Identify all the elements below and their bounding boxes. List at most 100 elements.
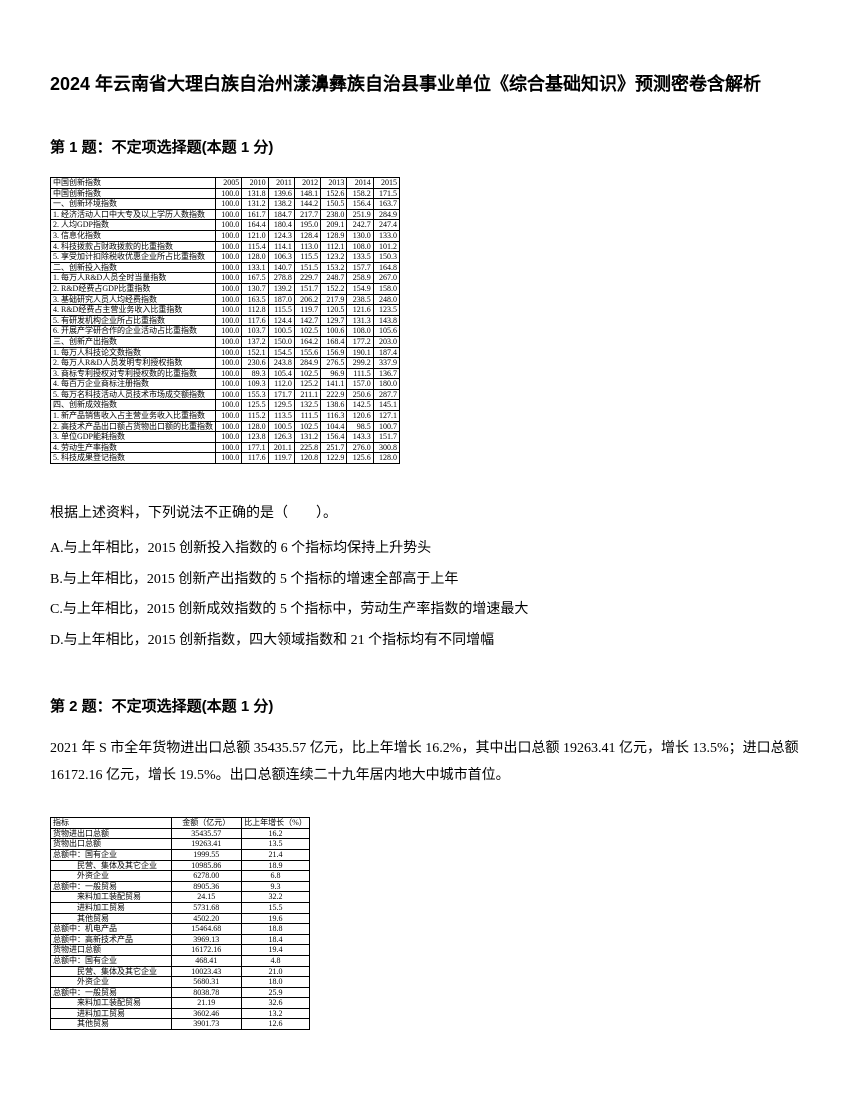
row-value: 157.0 <box>347 379 373 390</box>
row-value: 278.8 <box>268 273 294 284</box>
row-value: 131.2 <box>294 432 320 443</box>
row-value: 143.8 <box>373 315 399 326</box>
row-value: 105.4 <box>268 368 294 379</box>
row-value: 177.2 <box>347 336 373 347</box>
row-value: 123.2 <box>321 252 347 263</box>
row-value: 24.15 <box>171 892 241 903</box>
q1-option-d: D.与上年相比，2015 创新指数，四大领域指数和 21 个指标均有不同增幅 <box>50 626 800 657</box>
row-value: 126.3 <box>268 432 294 443</box>
row-value: 4502.20 <box>171 913 241 924</box>
row-label: 1. 每万人科技论文数指数 <box>51 347 216 358</box>
row-value: 100.0 <box>216 294 242 305</box>
row-value: 158.2 <box>347 188 373 199</box>
row-value: 248.7 <box>321 273 347 284</box>
row-value: 120.5 <box>321 305 347 316</box>
row-label: 3. 单位GDP能耗指数 <box>51 432 216 443</box>
row-value: 123.5 <box>373 305 399 316</box>
row-value: 89.3 <box>242 368 268 379</box>
row-value: 164.8 <box>373 262 399 273</box>
row-value: 12.6 <box>241 1019 309 1030</box>
row-value: 108.0 <box>347 326 373 337</box>
row-value: 230.6 <box>242 358 268 369</box>
q1-data-table: 中国创新指数2005201020112012201320142015中国创新指数… <box>50 177 400 464</box>
row-value: 150.0 <box>268 336 294 347</box>
row-value: 130.0 <box>347 230 373 241</box>
row-value: 145.1 <box>373 400 399 411</box>
row-value: 3602.46 <box>171 1008 241 1019</box>
row-value: 168.4 <box>321 336 347 347</box>
q2-data-table: 指标金额（亿元）比上年增长（%）货物进出口总额35435.5716.2货物出口总… <box>50 817 310 1030</box>
row-value: 225.8 <box>294 442 320 453</box>
table-header-year: 2011 <box>268 178 294 189</box>
row-label: 货物出口总额 <box>51 839 172 850</box>
row-value: 101.2 <box>373 241 399 252</box>
row-label: 民营、集体及其它企业 <box>51 860 172 871</box>
row-value: 177.1 <box>242 442 268 453</box>
row-value: 109.3 <box>242 379 268 390</box>
row-value: 156.9 <box>321 347 347 358</box>
row-value: 157.7 <box>347 262 373 273</box>
row-value: 13.5 <box>241 839 309 850</box>
row-value: 132.5 <box>294 400 320 411</box>
row-value: 130.7 <box>242 283 268 294</box>
row-value: 100.0 <box>216 315 242 326</box>
row-value: 127.1 <box>373 411 399 422</box>
row-value: 6278.00 <box>171 871 241 882</box>
row-value: 120.6 <box>347 411 373 422</box>
q1-option-c: C.与上年相比，2015 创新成效指数的 5 个指标中，劳动生产率指数的增速最大 <box>50 595 800 626</box>
table-row: 来料加工装配贸易21.1932.6 <box>51 998 310 1009</box>
table-row: 1. 新产品销售收入占主营业务收入比重指数100.0115.2113.5111.… <box>51 411 400 422</box>
row-value: 100.0 <box>216 432 242 443</box>
row-value: 133.0 <box>373 230 399 241</box>
row-value: 201.1 <box>268 442 294 453</box>
row-value: 155.6 <box>294 347 320 358</box>
q1-option-a: A.与上年相比，2015 创新投入指数的 6 个指标均保持上升势头 <box>50 534 800 565</box>
table-row: 2. 高技术产品出口额占货物出口额的比重指数100.0128.0100.5102… <box>51 421 400 432</box>
row-value: 180.0 <box>373 379 399 390</box>
q2-heading: 第 2 题：不定项选择题(本题 1 分) <box>50 695 800 716</box>
table-row: 来料加工装配贸易24.1532.2 <box>51 892 310 903</box>
row-value: 100.0 <box>216 358 242 369</box>
row-value: 337.9 <box>373 358 399 369</box>
row-label: 1. 每万人R&D人员全时当量指数 <box>51 273 216 284</box>
row-value: 112.8 <box>242 305 268 316</box>
row-value: 203.0 <box>373 336 399 347</box>
row-value: 284.9 <box>294 358 320 369</box>
row-value: 3969.13 <box>171 934 241 945</box>
table-row: 4. R&D经费占主营业务收入比重指数100.0112.8115.5119.71… <box>51 305 400 316</box>
row-value: 163.5 <box>242 294 268 305</box>
row-value: 5731.68 <box>171 902 241 913</box>
row-value: 140.7 <box>268 262 294 273</box>
row-value: 1999.55 <box>171 849 241 860</box>
question-1: 第 1 题：不定项选择题(本题 1 分) 中国创新指数2005201020112… <box>50 136 800 657</box>
row-label: 民营、集体及其它企业 <box>51 966 172 977</box>
table-row: 5. 有研发机构企业所占比重指数100.0117.6124.4142.7129.… <box>51 315 400 326</box>
row-value: 9.3 <box>241 881 309 892</box>
row-label: 5. 每万名科技活动人员技术市场成交额指数 <box>51 389 216 400</box>
row-value: 187.4 <box>373 347 399 358</box>
table-row: 总额中：国有企业468.414.8 <box>51 955 310 966</box>
table-row: 二、创新投入指数100.0133.1140.7151.5153.2157.716… <box>51 262 400 273</box>
table-row: 3. 信息化指数100.0121.0124.3128.4128.9130.013… <box>51 230 400 241</box>
table-row: 进料加工贸易3602.4613.2 <box>51 1008 310 1019</box>
row-value: 32.2 <box>241 892 309 903</box>
q2-paragraph: 2021 年 S 市全年货物进出口总额 35435.57 亿元，比上年增长 16… <box>50 736 800 789</box>
row-value: 115.5 <box>268 305 294 316</box>
row-value: 119.7 <box>294 305 320 316</box>
row-value: 156.4 <box>347 199 373 210</box>
row-value: 8038.78 <box>171 987 241 998</box>
table-header-year: 2015 <box>373 178 399 189</box>
table-header-year: 2012 <box>294 178 320 189</box>
table-row: 1. 每万人R&D人员全时当量指数100.0167.5278.8229.7248… <box>51 273 400 284</box>
row-label: 6. 开展产学研合作的企业活动占比重指数 <box>51 326 216 337</box>
row-value: 276.0 <box>347 442 373 453</box>
table-header-year: 2005 <box>216 178 242 189</box>
row-value: 141.1 <box>321 379 347 390</box>
row-value: 284.9 <box>373 209 399 220</box>
row-value: 100.0 <box>216 262 242 273</box>
row-value: 120.8 <box>294 453 320 464</box>
row-value: 104.4 <box>321 421 347 432</box>
row-value: 100.7 <box>373 421 399 432</box>
row-value: 114.1 <box>268 241 294 252</box>
table-header-year: 2013 <box>321 178 347 189</box>
